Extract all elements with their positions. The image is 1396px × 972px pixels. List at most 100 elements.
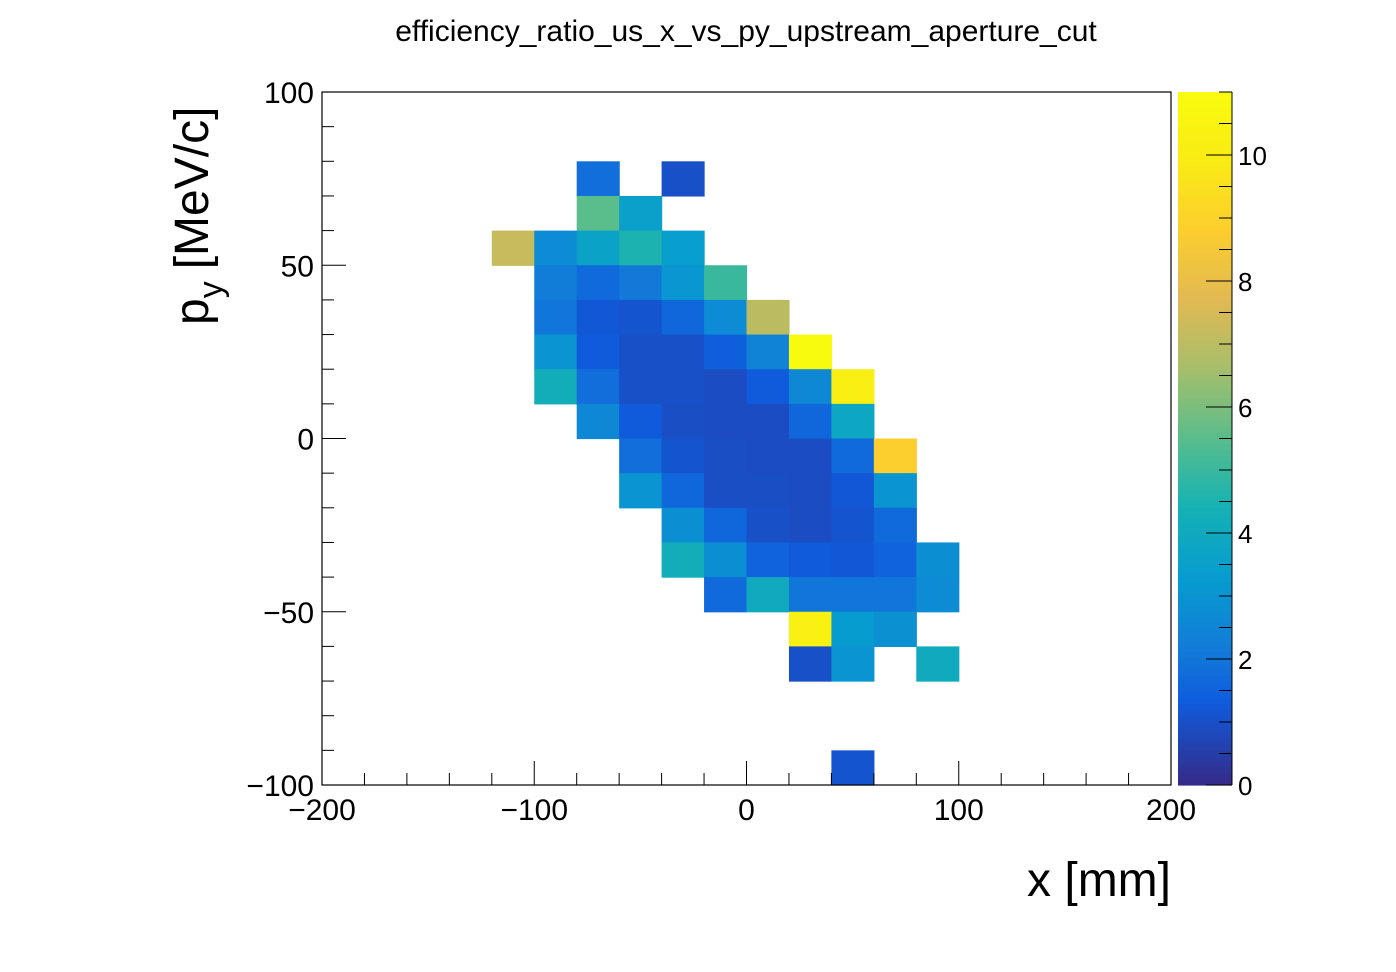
palette-band (1178, 132, 1232, 139)
palette-band (1178, 634, 1232, 642)
x-tick-label: −200 (288, 794, 356, 827)
palette-band (1178, 629, 1232, 636)
palette-band (1178, 773, 1232, 780)
palette-band (1178, 328, 1232, 336)
y-axis-label-subscript: y (192, 281, 230, 298)
heatmap-cell (746, 473, 790, 509)
palette-band (1178, 195, 1232, 203)
palette-band (1178, 623, 1232, 630)
heatmap-cell (873, 542, 917, 578)
palette-band (1178, 276, 1232, 284)
heatmap-cell (576, 265, 620, 301)
palette-band (1178, 351, 1232, 359)
palette-band (1178, 686, 1232, 694)
y-axis-label-unit: [MeV/c] (166, 107, 219, 270)
palette-band (1178, 490, 1232, 497)
y-axis: −100 −50 0 50 100 (246, 77, 346, 803)
z-tick-label: 8 (1238, 267, 1252, 297)
heatmap-cell (746, 438, 790, 474)
heatmap-cell (619, 473, 663, 509)
z-tick-label: 4 (1238, 519, 1252, 549)
x-tick-label: 200 (1146, 794, 1196, 827)
heatmap-cell (619, 265, 663, 301)
heatmap-cell (746, 403, 790, 440)
palette-band (1178, 478, 1232, 486)
palette-band (1178, 605, 1232, 613)
palette-band (1178, 675, 1232, 682)
palette-band (1178, 374, 1232, 382)
heatmap-cell (788, 438, 832, 474)
palette-band (1178, 502, 1232, 509)
heatmap-cell (619, 334, 663, 370)
palette-band (1178, 224, 1232, 232)
heatmap-cell (746, 542, 790, 578)
heatmap-cell (831, 646, 875, 682)
palette-band (1178, 646, 1232, 653)
y-tick-label: 0 (297, 424, 314, 457)
palette-band (1178, 184, 1232, 191)
palette-band (1178, 92, 1232, 99)
palette-band (1178, 709, 1232, 717)
palette-band (1178, 761, 1232, 769)
heatmap-cell (576, 369, 620, 405)
palette-band (1178, 334, 1232, 341)
palette-band (1178, 536, 1232, 544)
palette-band (1178, 744, 1232, 751)
palette-band (1178, 779, 1232, 786)
heatmap-cell (916, 542, 960, 578)
palette-band (1178, 530, 1232, 538)
heatmap-cell (746, 577, 790, 613)
palette-band (1178, 299, 1232, 307)
palette-band (1178, 392, 1232, 399)
palette-band (1178, 149, 1232, 157)
heatmap-cell (704, 369, 748, 405)
palette-band (1178, 432, 1232, 440)
palette-band (1178, 507, 1232, 515)
palette-band (1178, 213, 1232, 220)
palette-band (1178, 519, 1232, 526)
y-tick-label: −50 (263, 597, 314, 630)
palette-band (1178, 681, 1232, 688)
heatmap-cells (491, 161, 960, 786)
palette-band (1178, 548, 1232, 555)
heatmap-cell (661, 473, 705, 509)
heatmap-cell (534, 299, 578, 336)
palette-band (1178, 704, 1232, 711)
palette-band (1178, 409, 1232, 416)
heatmap-cell (831, 507, 875, 544)
heatmap-cell (788, 507, 832, 544)
heatmap-cell (873, 577, 917, 613)
heatmap-cell (831, 473, 875, 509)
palette-band (1178, 571, 1232, 578)
heatmap-cell (576, 161, 620, 197)
heatmap-cell (788, 577, 832, 613)
heatmap-cell (661, 438, 705, 474)
heatmap-cell (916, 577, 960, 613)
palette-band (1178, 594, 1232, 601)
heatmap-cell (704, 473, 748, 509)
palette-band (1178, 265, 1232, 272)
palette-band (1178, 201, 1232, 209)
heatmap-cell (746, 334, 790, 370)
palette-band (1178, 577, 1232, 584)
palette-band (1178, 369, 1232, 376)
palette-band (1178, 669, 1232, 676)
heatmap-cell (619, 369, 663, 405)
palette-band (1178, 357, 1232, 365)
heatmap-cell (619, 403, 663, 440)
heatmap-cell (491, 230, 535, 266)
palette-band (1178, 496, 1232, 503)
heatmap-cell (661, 542, 705, 578)
palette-band (1178, 363, 1232, 370)
heatmap-cell (661, 299, 705, 336)
palette-band (1178, 513, 1232, 520)
y-axis-label: py [MeV/c] (166, 107, 230, 325)
palette-band (1178, 172, 1232, 180)
z-tick-label: 10 (1238, 141, 1267, 171)
heatmap-cell (534, 265, 578, 301)
heatmap-cell (704, 265, 748, 301)
heatmap-cell (661, 507, 705, 544)
palette-band (1178, 756, 1232, 763)
palette-band (1178, 565, 1232, 572)
